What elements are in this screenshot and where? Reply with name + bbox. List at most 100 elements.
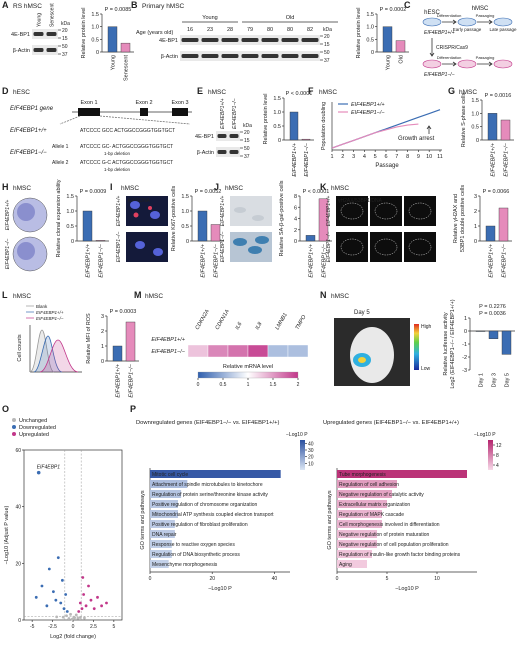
bar xyxy=(150,520,175,528)
bar xyxy=(337,560,367,568)
panel-title: hMSC xyxy=(459,89,477,96)
gene-label: CDKN2A xyxy=(195,308,212,331)
point xyxy=(89,598,93,602)
signal xyxy=(358,357,366,363)
group-label: Young xyxy=(202,15,217,21)
category-label: EIF4EBP1−/− xyxy=(502,243,508,277)
x-tick-label: 0 xyxy=(336,576,339,582)
category-label: Young xyxy=(111,55,117,70)
bar xyxy=(475,330,486,332)
bar xyxy=(337,490,392,498)
blot-band xyxy=(301,38,319,42)
gene-label: TMPO xyxy=(295,314,309,331)
panel-letter: P xyxy=(130,404,136,414)
legend-label: Upregulated xyxy=(19,432,49,438)
point xyxy=(62,607,66,611)
point xyxy=(61,615,65,619)
marker-label: 37 xyxy=(324,58,330,64)
label: EIF4EBP1+/+ xyxy=(10,128,47,134)
label: Passaging xyxy=(476,13,495,18)
bar xyxy=(498,207,509,242)
term-label: Negative regulation of catalytic activit… xyxy=(339,492,424,498)
colorbar xyxy=(414,324,419,370)
y-tick-label: 0 xyxy=(101,359,104,365)
micrograph xyxy=(404,196,436,226)
bar xyxy=(150,550,172,558)
term-label: Regulation of DNA biosynthetic process xyxy=(152,552,240,558)
bar xyxy=(395,40,406,53)
p-value: P = 0.0085 xyxy=(105,7,132,13)
panel-letter: K xyxy=(320,182,327,192)
point xyxy=(92,607,96,611)
exon xyxy=(140,108,148,116)
row-label: β-Actin xyxy=(161,54,178,60)
label: Late passage xyxy=(489,27,517,32)
row-label: 4E-BP1 xyxy=(159,38,178,44)
y-tick-label: 4 xyxy=(294,217,297,223)
cell xyxy=(234,207,246,213)
day-label: Day 5 xyxy=(354,310,370,316)
category-label: EIF4EBP1−/− xyxy=(99,243,105,277)
blot-strip xyxy=(216,131,240,141)
category-label: Old xyxy=(399,55,405,64)
x-tick-label: 11 xyxy=(437,154,443,160)
gene-label: IL6 xyxy=(235,321,244,331)
x-axis-label: −Log10 P xyxy=(208,586,232,592)
blot-strip xyxy=(32,45,58,55)
bar xyxy=(150,500,178,508)
panel-letter: E xyxy=(197,86,203,96)
bar xyxy=(318,198,329,242)
bar xyxy=(337,480,397,488)
blot-band xyxy=(217,150,227,154)
panel-letter: O xyxy=(2,404,9,414)
point xyxy=(60,578,64,582)
y-tick-label: 1.5 xyxy=(471,98,479,104)
marker-label: 15 xyxy=(62,36,68,42)
p-value: P = 0.0016 xyxy=(485,93,512,99)
marker-label: 15 xyxy=(324,42,330,48)
point xyxy=(78,601,82,605)
y-axis-label: Relative luciferase activity xyxy=(443,312,449,376)
panel-letter: A xyxy=(2,0,9,10)
cell-dish xyxy=(493,59,513,69)
nucleus-outline xyxy=(374,238,398,256)
panel-title: hESC xyxy=(13,89,30,96)
cell xyxy=(252,215,264,221)
micrograph xyxy=(126,232,168,262)
marker-label: 37 xyxy=(62,52,68,58)
bar xyxy=(500,119,511,141)
micrograph xyxy=(370,196,402,226)
category-label: EIF4EBP1+/+ xyxy=(201,243,207,277)
cell xyxy=(248,246,262,254)
colony xyxy=(17,203,35,221)
term-label: Regulation of protein serine/threonine k… xyxy=(152,492,268,498)
micrograph xyxy=(370,232,402,262)
x-tick-label: 2.5 xyxy=(90,624,97,630)
panel-title: hMSC xyxy=(13,185,31,192)
blot-band xyxy=(33,48,44,52)
nucleus xyxy=(135,241,145,249)
x-tick-label: 40 xyxy=(272,576,278,582)
marker-label: 50 xyxy=(62,44,68,50)
stain-label: Ki67/DNA xyxy=(128,198,151,204)
label: Low xyxy=(421,366,431,372)
point xyxy=(64,593,68,596)
panel-title: hMSC xyxy=(331,293,349,300)
cell xyxy=(233,238,247,246)
y-tick-label: -3 xyxy=(462,368,467,374)
term-label: Attachment of spindle microtubules to ki… xyxy=(152,482,263,488)
term-label: Mitotic cell cycle xyxy=(152,472,188,478)
blot-band xyxy=(241,38,259,42)
term-label: Extracellular matrix organization xyxy=(339,502,410,508)
y-tick-label: 3 xyxy=(474,194,477,200)
y-tick-label: 1 xyxy=(101,344,104,350)
term-label: Mesenchyme morphogenesis xyxy=(152,562,218,568)
stain-label: γH2AX/53BP1/DNA xyxy=(338,198,383,204)
lane-label: Senescent xyxy=(50,3,56,27)
panel-title: hMSC xyxy=(208,89,226,96)
point xyxy=(59,601,63,605)
category-label: EIF4EBP1+/+ xyxy=(116,363,122,397)
row-label: EIF4EBP1+/+ xyxy=(220,196,226,227)
row-label: EIF4EBP1−/− xyxy=(326,232,332,263)
blot-band xyxy=(46,48,57,52)
